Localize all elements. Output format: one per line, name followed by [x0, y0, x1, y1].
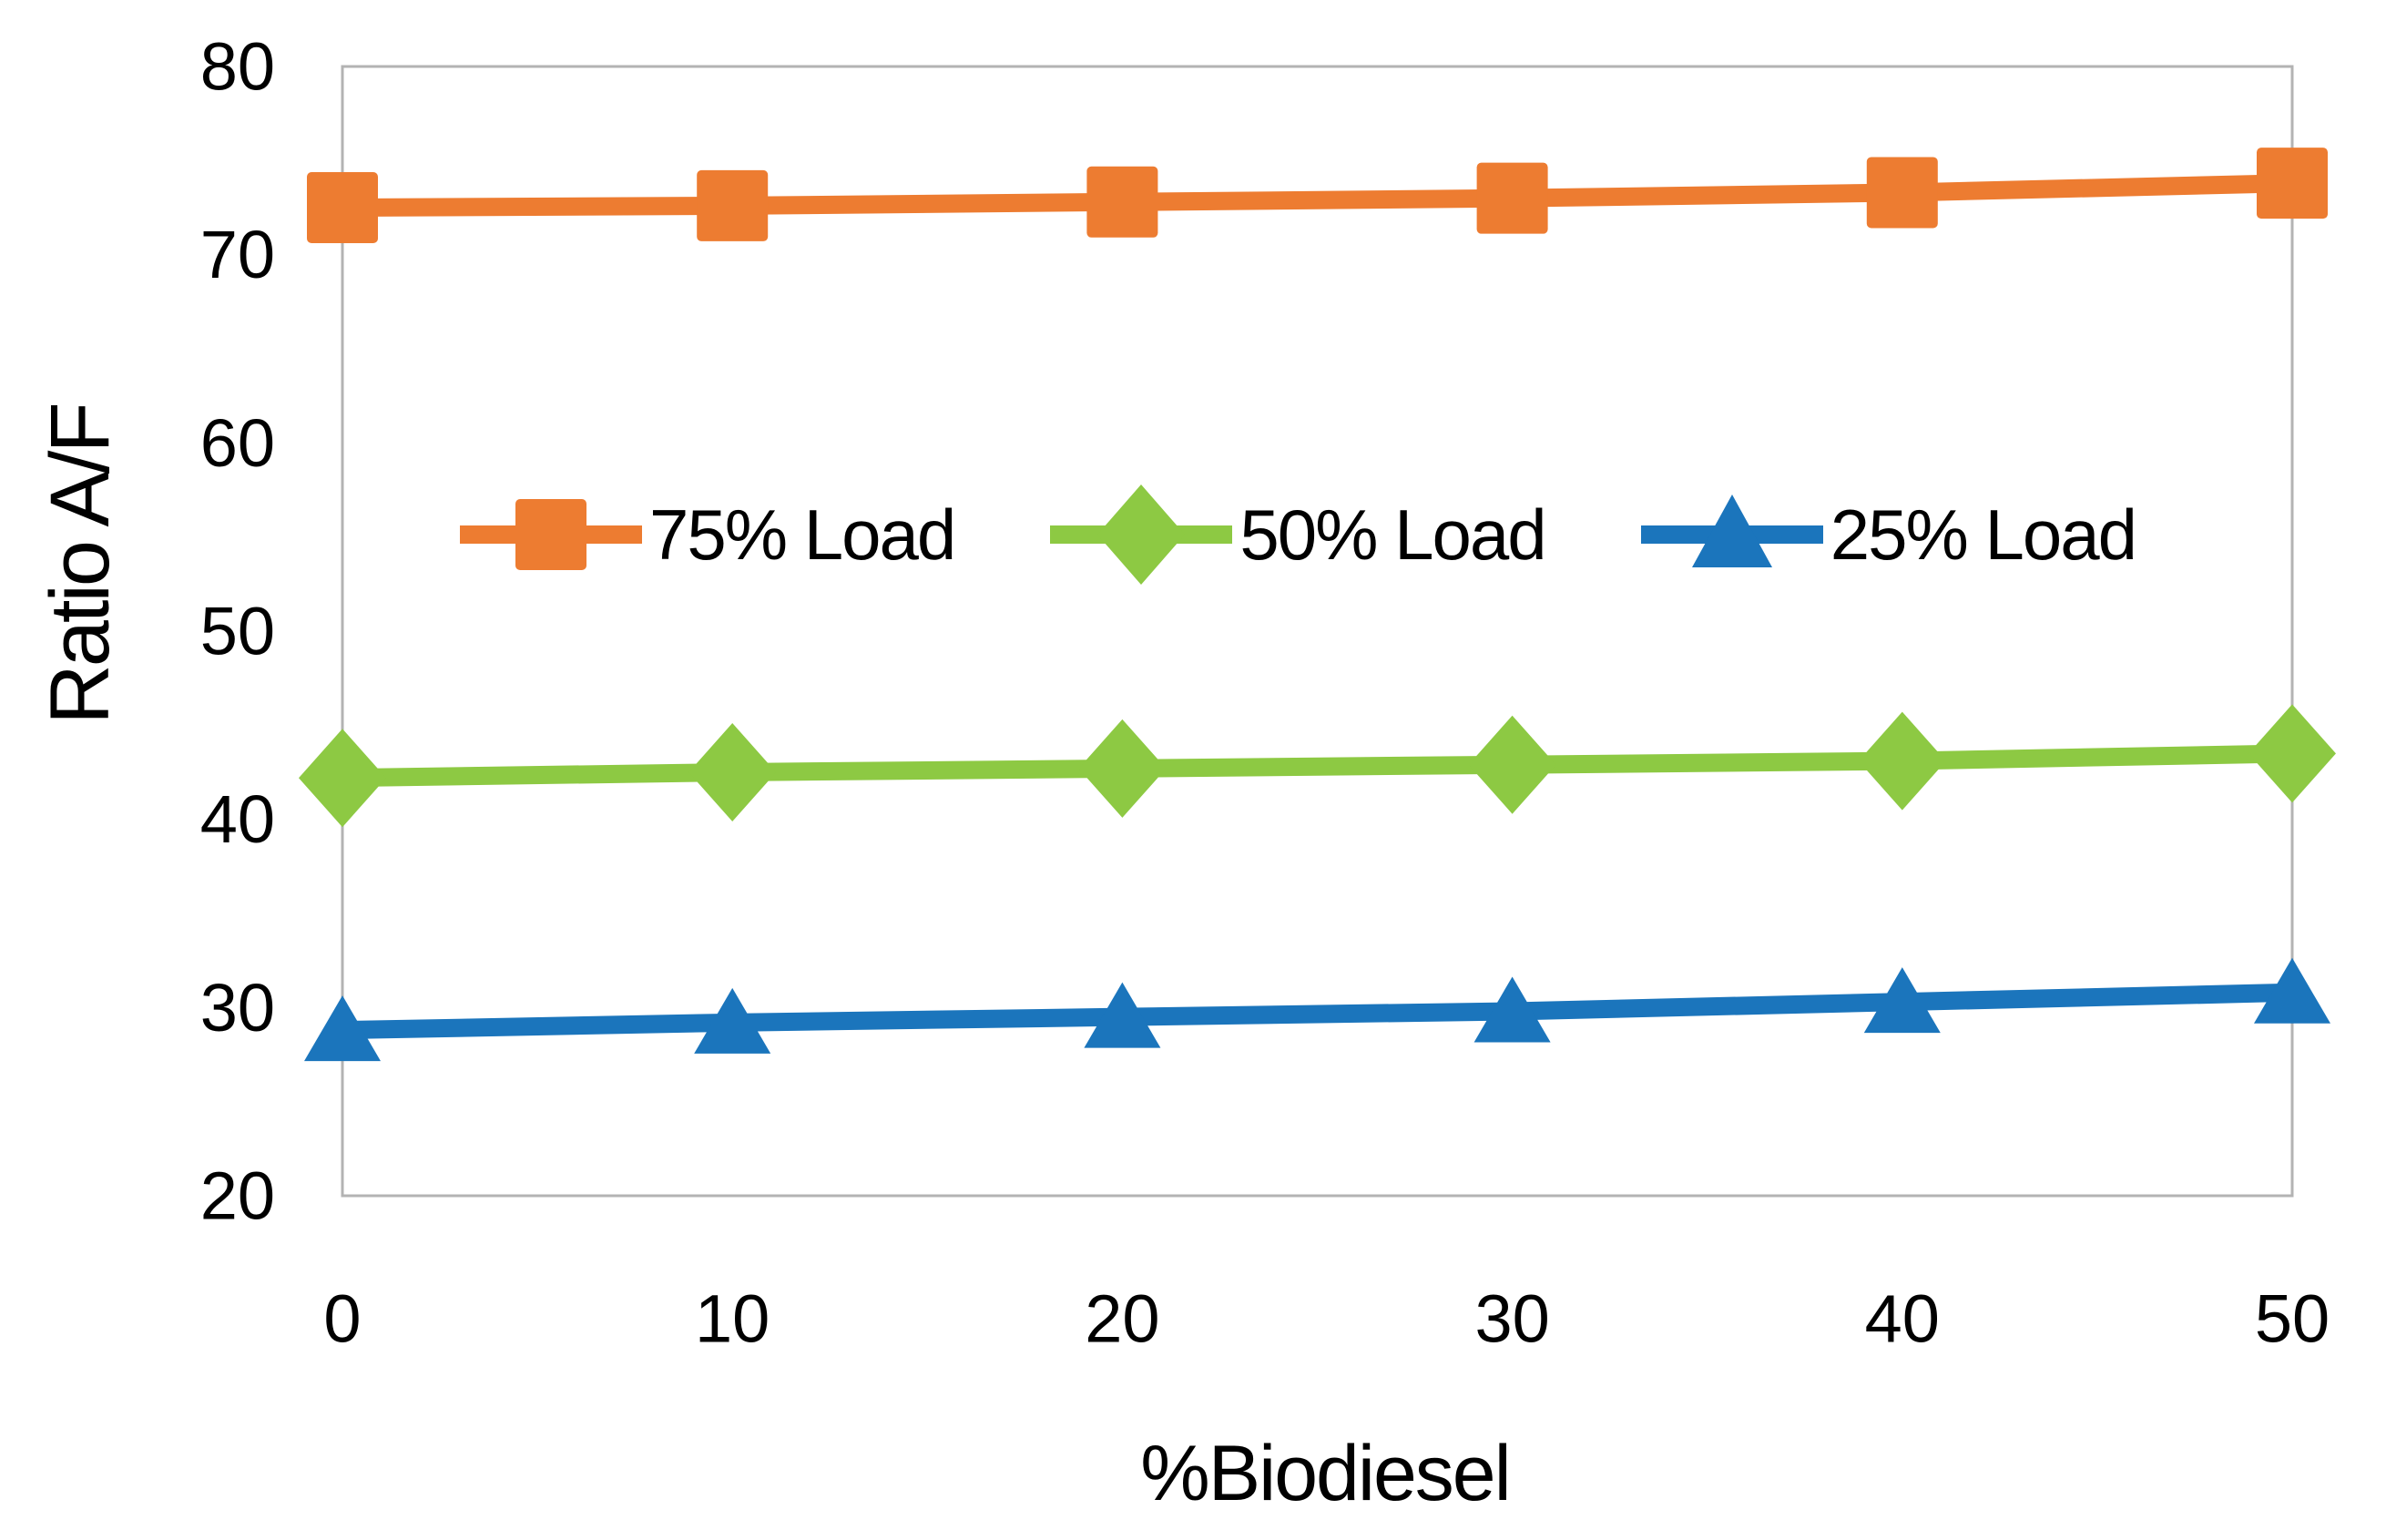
x-tick-label-30: 30: [1474, 1281, 1549, 1357]
y-tick-label-40: 40: [200, 781, 275, 857]
legend-square-marker-icon: [515, 499, 586, 570]
marker-25-load-x30: [1473, 976, 1551, 1043]
x-tick-label-0: 0: [323, 1281, 361, 1357]
legend-label-50-load: 50% Load: [1239, 494, 1546, 575]
marker-75-load-x40: [1866, 157, 1938, 229]
legend-triangle-marker-icon: [1691, 495, 1772, 567]
y-tick-label-60: 60: [200, 405, 275, 481]
marker-75-load-x30: [1476, 162, 1548, 234]
y-tick-label-50: 50: [200, 594, 275, 669]
y-tick-label-70: 70: [200, 217, 275, 292]
marker-25-load-x50: [2254, 957, 2330, 1024]
legend-diamond-marker-icon: [1097, 484, 1186, 585]
marker-25-load-x10: [694, 987, 771, 1054]
legend-marker-diamond-icon: [1050, 484, 1233, 585]
x-tick-label-10: 10: [695, 1281, 770, 1357]
plot-border: [341, 65, 2294, 1198]
marker-50-load-x20: [1078, 719, 1167, 818]
y-tick-label-30: 30: [200, 970, 275, 1045]
y-tick-label-80: 80: [200, 29, 275, 105]
legend-item-25-load: 25% Load: [1640, 489, 2137, 580]
x-axis-title: %Biodiesel: [1140, 1430, 1511, 1517]
marker-50-load-x0: [299, 729, 386, 828]
marker-50-load-x40: [1858, 711, 1946, 811]
legend-item-75-load: 75% Load: [460, 489, 956, 580]
series-line-75-load: [333, 174, 2301, 217]
marker-50-load-x10: [688, 723, 777, 821]
marker-25-load-x0: [304, 995, 381, 1062]
marker-75-load-x0: [307, 172, 378, 243]
legend-marker-square-icon: [460, 499, 642, 570]
marker-75-load-x10: [697, 169, 769, 241]
marker-75-load-x20: [1086, 166, 1158, 238]
x-tick-label-20: 20: [1085, 1281, 1159, 1357]
marker-75-load-x50: [2257, 148, 2328, 219]
legend-item-50-load: 50% Load: [1050, 484, 1547, 585]
y-tick-label-20: 20: [200, 1158, 275, 1234]
marker-50-load-x30: [1468, 715, 1556, 814]
legend: 75% Load 50% Load 25% Load: [460, 484, 2137, 585]
legend-marker-triangle-icon: [1640, 495, 1823, 567]
series-line-25-load: [333, 983, 2301, 1040]
marker-25-load-x20: [1084, 982, 1161, 1048]
series-line-50-load: [333, 744, 2301, 788]
marker-25-load-x40: [1863, 967, 1941, 1034]
marker-50-load-x50: [2248, 704, 2336, 803]
legend-label-75-load: 75% Load: [649, 494, 956, 575]
x-tick-label-40: 40: [1865, 1281, 1940, 1357]
x-tick-label-50: 50: [2255, 1281, 2330, 1357]
y-axis-title: Ratio A/F: [34, 404, 127, 725]
legend-label-25-load: 25% Load: [1830, 494, 2137, 575]
